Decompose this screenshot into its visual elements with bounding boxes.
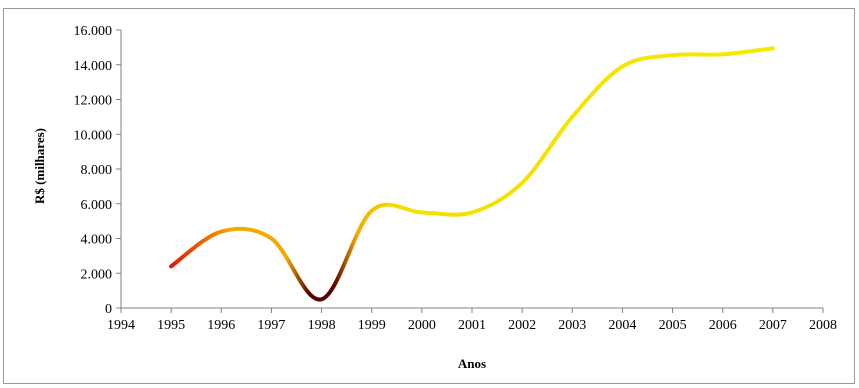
x-tick-label: 2001	[458, 318, 486, 333]
series-line	[169, 46, 775, 302]
x-axis-title: Anos	[458, 356, 486, 371]
x-tick-label: 1999	[358, 318, 386, 333]
x-tick-label: 2005	[659, 318, 687, 333]
y-tick-label: 14.000	[74, 59, 113, 74]
series-group	[169, 46, 775, 302]
x-tick-label: 2002	[508, 318, 536, 333]
x-tick-label: 2006	[709, 318, 737, 333]
x-tick-label: 1995	[157, 318, 185, 333]
y-tick-label: 4.000	[81, 233, 113, 248]
x-tick-label: 1997	[257, 318, 285, 333]
y-tick-label: 2.000	[81, 267, 113, 282]
y-axis-title: R$ (milhares)	[32, 128, 47, 204]
x-tick-label: 1996	[207, 318, 235, 333]
y-tick-label: 12.000	[74, 94, 113, 109]
x-tick-label: 2004	[608, 318, 636, 333]
x-tick-label: 1998	[308, 318, 336, 333]
y-tick-label: 10.000	[74, 128, 113, 143]
x-tick-label: 1994	[107, 318, 135, 333]
x-tick-label: 2003	[558, 318, 586, 333]
y-axis: 0 2.000 4.000 6.000 8.000 10.000 12.000 14.000 1…	[74, 24, 122, 317]
x-axis: 1994 1995 1996 1997 1998 1999 2000 2001 2002 2003…	[107, 307, 837, 333]
x-tick-label: 2007	[759, 318, 787, 333]
y-tick-label: 0	[105, 302, 112, 317]
chart-frame: 0 2.000 4.000 6.000 8.000 10.000 12.000 14.000 1…	[3, 8, 855, 384]
y-tick-label: 16.000	[74, 24, 113, 39]
x-tick-label: 2008	[809, 318, 837, 333]
y-tick-label: 8.000	[81, 163, 113, 178]
y-tick-label: 6.000	[81, 198, 113, 213]
x-tick-label: 2000	[408, 318, 436, 333]
line-chart: 0 2.000 4.000 6.000 8.000 10.000 12.000 14.000 1…	[32, 24, 837, 371]
